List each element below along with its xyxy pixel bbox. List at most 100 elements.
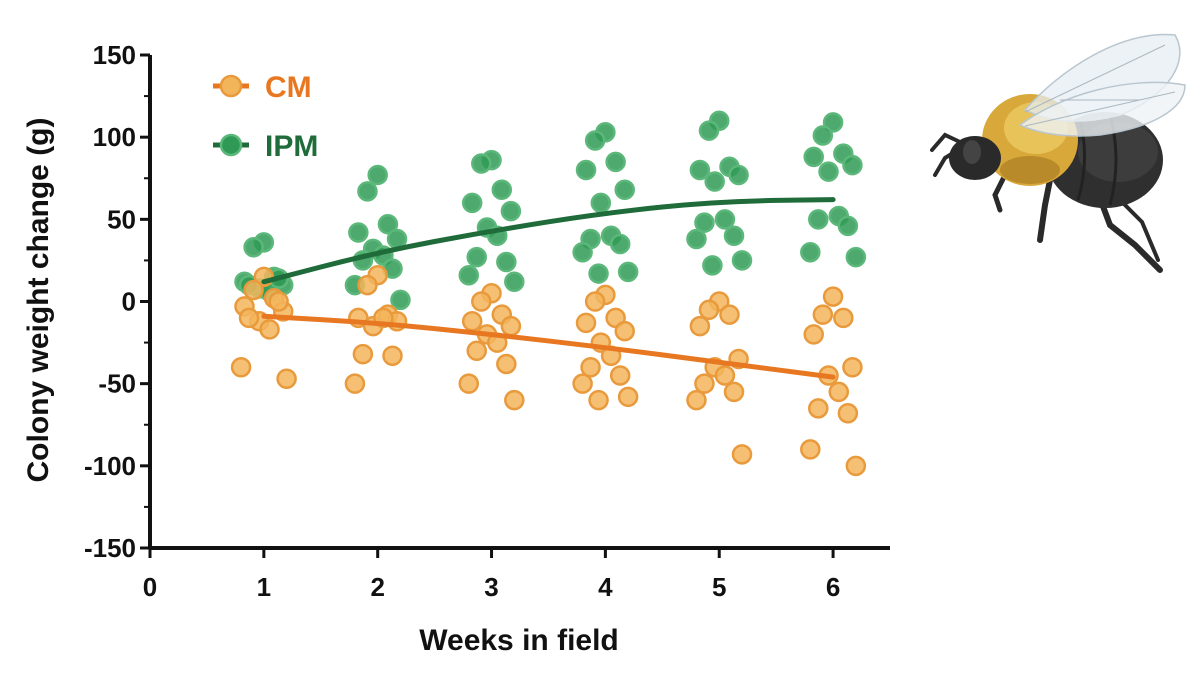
x-tick-label: 2 xyxy=(370,572,384,602)
x-axis-title: Weeks in field xyxy=(419,624,619,657)
point-cm xyxy=(466,340,487,362)
point-ipm xyxy=(686,228,707,250)
bee-wing-front xyxy=(1018,81,1186,137)
point-ipm xyxy=(575,159,597,181)
point-ipm xyxy=(723,225,745,247)
legend-cm-marker xyxy=(219,74,243,98)
point-ipm xyxy=(822,112,844,133)
bee-leg-front xyxy=(992,172,1008,213)
point-cm xyxy=(458,373,480,394)
point-ipm xyxy=(800,241,821,263)
point-cm xyxy=(575,312,597,334)
point-cm xyxy=(694,373,715,394)
point-ipm xyxy=(714,209,736,230)
point-ipm xyxy=(390,289,411,311)
legend-item-cm: CM xyxy=(213,71,312,104)
x-tick-label: 1 xyxy=(257,572,271,602)
bee-leg-mid xyxy=(1037,177,1053,243)
point-ipm xyxy=(694,212,715,233)
point-cm xyxy=(238,307,260,329)
y-tick-label: 100 xyxy=(93,122,136,152)
point-ipm xyxy=(614,179,635,201)
legend-ipm-marker xyxy=(219,133,243,157)
axes xyxy=(148,55,890,550)
bumblebee-illustration xyxy=(930,33,1186,273)
point-cm xyxy=(837,402,859,424)
y-tick-label: 0 xyxy=(122,287,136,317)
point-cm xyxy=(686,389,707,411)
point-cm xyxy=(842,356,863,378)
point-ipm xyxy=(377,214,399,235)
point-ipm xyxy=(803,146,824,168)
point-cm xyxy=(689,315,711,337)
trend-layer xyxy=(261,197,836,380)
legend: CM IPM xyxy=(213,71,318,163)
point-ipm xyxy=(731,250,753,271)
point-cm xyxy=(382,345,403,366)
point-cm xyxy=(268,291,289,312)
legend-item-ipm: IPM xyxy=(213,130,318,163)
trend-line-cm xyxy=(261,313,836,380)
x-tick-label: 5 xyxy=(712,572,726,602)
point-cm xyxy=(259,319,280,340)
point-cm xyxy=(504,389,525,411)
point-cm xyxy=(471,291,492,312)
point-ipm xyxy=(617,261,639,283)
point-ipm xyxy=(698,120,720,141)
point-ipm xyxy=(590,192,612,214)
point-ipm xyxy=(348,222,369,243)
point-cm xyxy=(344,373,366,394)
bee-thorax-lower xyxy=(1000,156,1060,184)
point-ipm xyxy=(704,171,725,192)
point-ipm xyxy=(500,200,522,222)
point-ipm xyxy=(572,241,593,263)
x-tick-label: 6 xyxy=(826,572,840,602)
x-tick-label: 0 xyxy=(143,572,157,602)
bee-abdomen-shade xyxy=(1078,122,1158,182)
point-cm xyxy=(822,286,844,307)
point-ipm xyxy=(458,264,480,286)
bee-leg-back-2 xyxy=(1118,198,1160,262)
point-cm xyxy=(828,381,850,403)
point-cm xyxy=(845,455,867,477)
point-ipm xyxy=(357,181,378,202)
point-cm xyxy=(812,304,834,325)
bee-wing-vein xyxy=(1024,44,1176,127)
trend-line-ipm xyxy=(261,197,836,285)
point-ipm xyxy=(808,209,829,230)
bee-antenna-2 xyxy=(933,148,960,177)
point-cm xyxy=(617,386,639,408)
x-ticks: 0 1 2 3 4 5 6 xyxy=(143,548,840,602)
point-cm xyxy=(461,310,483,332)
point-ipm xyxy=(812,125,834,146)
point-cm xyxy=(357,274,378,296)
x-tick-label: 4 xyxy=(598,572,613,602)
point-ipm xyxy=(243,237,264,258)
point-cm xyxy=(719,304,740,325)
point-cm xyxy=(588,389,609,411)
point-ipm xyxy=(461,192,483,214)
y-tick-label: -50 xyxy=(98,369,136,399)
point-ipm xyxy=(689,159,711,181)
legend-cm-label: CM xyxy=(265,71,312,104)
point-ipm xyxy=(588,263,609,284)
point-cm xyxy=(698,299,720,320)
y-axis-title: Colony weight change (g) xyxy=(22,118,55,483)
point-cm xyxy=(714,365,736,386)
point-cm xyxy=(500,315,522,337)
point-cm xyxy=(580,356,601,378)
point-ipm xyxy=(496,251,517,273)
point-cm xyxy=(496,353,517,375)
y-ticks: 150 100 50 0 -50 -100 -150 xyxy=(84,40,150,563)
point-ipm xyxy=(842,154,863,176)
point-cm xyxy=(614,320,635,342)
point-ipm xyxy=(845,246,867,268)
point-ipm xyxy=(471,153,492,174)
x-tick-label: 3 xyxy=(484,572,498,602)
point-cm xyxy=(833,307,854,329)
point-cm xyxy=(808,398,829,419)
point-ipm xyxy=(702,255,723,276)
point-cm xyxy=(803,324,824,345)
point-cm xyxy=(572,373,593,394)
